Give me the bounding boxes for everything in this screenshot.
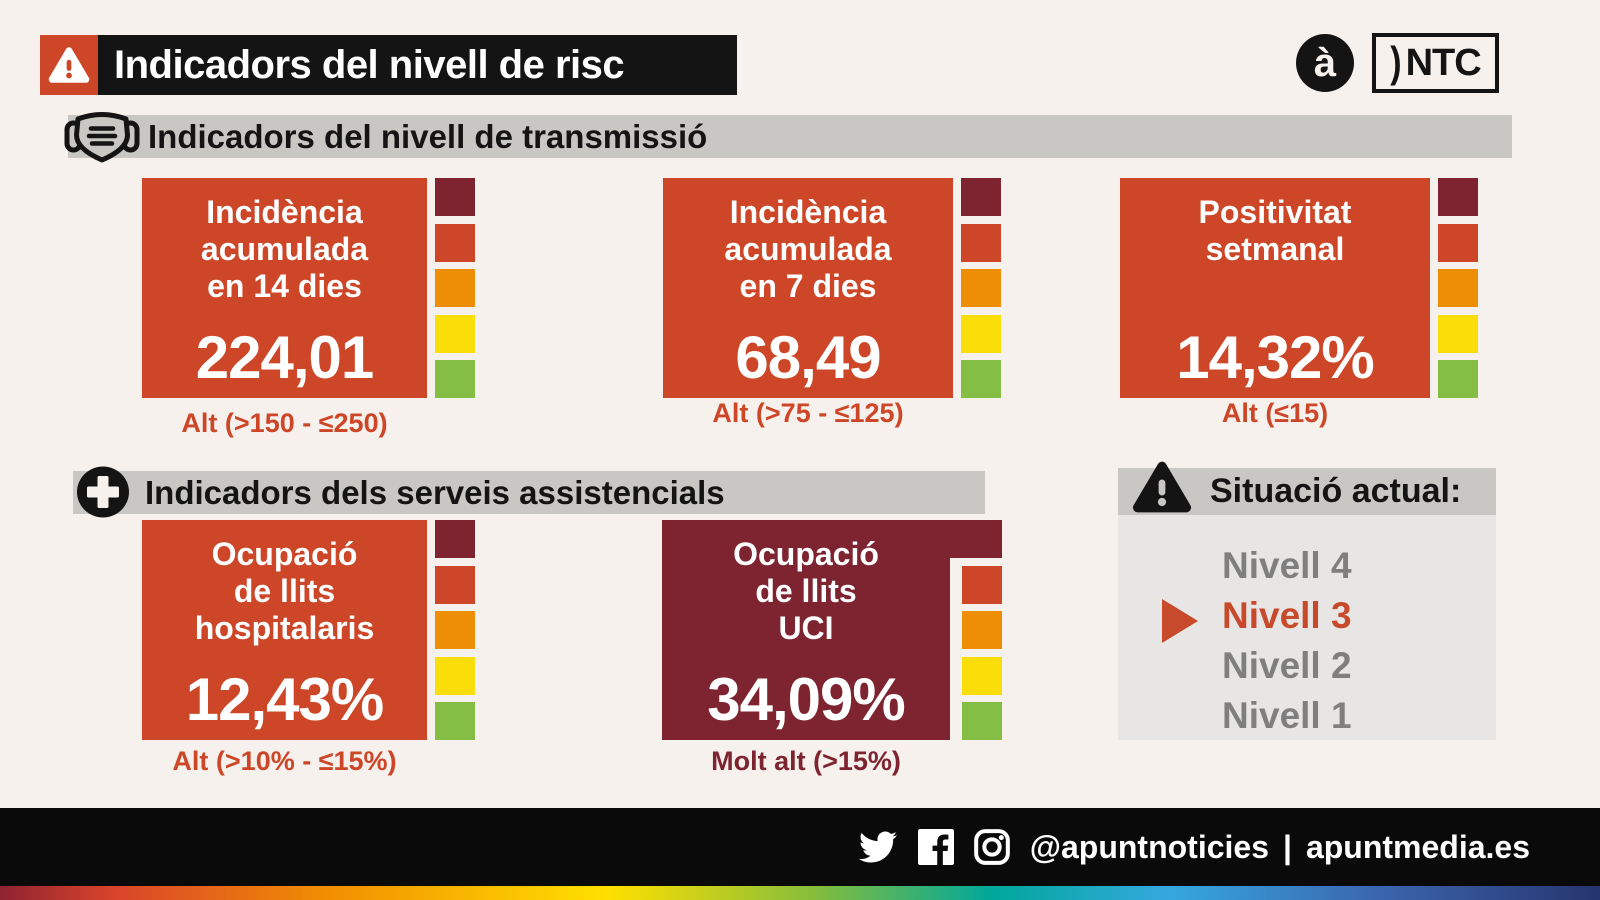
risk-scale-swatch: [435, 314, 475, 353]
risk-scale-swatch-current: [950, 520, 1002, 558]
indicator-range-label: Alt (>10% - ≤15%): [172, 746, 397, 776]
risk-scale-swatch: [435, 702, 475, 740]
ntc-bracket-icon: ): [1390, 38, 1401, 87]
indicator-range-label: Alt (>150 - ≤250): [181, 408, 388, 438]
indicator-range-label: Molt alt (>15%): [711, 746, 901, 776]
separator: |: [1282, 828, 1292, 865]
ntc-logo: ) NTC: [1372, 33, 1499, 93]
risk-scale-swatch: [961, 269, 1001, 307]
medical-cross-icon: [77, 466, 129, 518]
social-handle: @apuntnoticies: [1029, 828, 1269, 865]
indicator-title: Ocupació de llits UCI: [733, 536, 879, 646]
risk-scale-swatch: [435, 565, 475, 604]
indicator-range-label: Alt (>75 - ≤125): [712, 398, 904, 428]
indicator-card-llits-uci: Ocupació de llits UCI 34,09%: [662, 520, 950, 740]
indicator-card-incidencia-7: Incidència acumulada en 7 dies 68,49: [663, 178, 953, 398]
twitter-icon: [858, 831, 897, 863]
instagram-icon: [973, 829, 1010, 865]
page-title-bar: Indicadors del nivell de risc: [40, 35, 737, 95]
risk-scale-swatch: [1438, 178, 1478, 216]
risk-scale-swatch: [435, 611, 475, 649]
indicator-value: 224,01: [195, 324, 375, 391]
level-item-4: Nivell 4: [1222, 545, 1352, 586]
level-item-2: Nivell 2: [1222, 645, 1352, 686]
apunt-logo-icon: à: [1296, 34, 1354, 92]
level-item-1: Nivell 1: [1222, 695, 1352, 736]
indicator-card-positivitat: Positivitat setmanal 14,32%: [1120, 178, 1430, 398]
risk-scale-swatch: [961, 314, 1001, 353]
indicator-title: Incidència acumulada en 7 dies: [724, 194, 892, 304]
website-url: apuntmedia.es: [1305, 828, 1530, 865]
indicator-title: Positivitat setmanal: [1198, 194, 1352, 267]
indicator-title: Incidència acumulada en 14 dies: [200, 194, 369, 304]
indicator-value: 12,43%: [185, 666, 384, 733]
current-level-arrow-icon: [1162, 599, 1198, 643]
risk-scale-swatch: [962, 611, 1002, 649]
situation-panel: Situació actual: Nivell 4 Nivell 3 Nivel…: [1118, 461, 1496, 741]
indicator-value: 34,09%: [707, 666, 905, 733]
section-title-assistencials: Indicadors dels serveis assistencials: [145, 473, 725, 511]
risk-scale-swatch: [962, 565, 1002, 604]
risk-scale-swatch: [961, 178, 1001, 216]
risk-scale-swatch: [1438, 360, 1478, 398]
facebook-icon: [917, 829, 954, 865]
risk-scale-swatch: [435, 360, 475, 398]
indicator-title: Ocupació de llits hospitalaris: [194, 536, 375, 646]
risk-scale-swatch: [961, 223, 1001, 262]
risk-scale-swatch: [1438, 223, 1478, 262]
risk-scale: [961, 178, 1001, 398]
risk-scale-swatch: [1438, 269, 1478, 307]
warning-triangle-icon: [48, 47, 90, 83]
risk-level-list: Nivell 4 Nivell 3 Nivell 2 Nivell 1: [1118, 515, 1496, 741]
risk-scale-swatch: [435, 223, 475, 262]
footer-bar: à ) NTC @apuntnoticies | apuntmedia.es: [0, 808, 1600, 886]
indicator-card-incidencia-14: Incidència acumulada en 14 dies 224,01: [142, 178, 427, 398]
situation-title: Situació actual:: [1210, 472, 1462, 510]
indicator-card-llits-hospitalaris: Ocupació de llits hospitalaris 12,43%: [142, 520, 427, 740]
brand-logo-top: à ) NTC: [1296, 33, 1499, 93]
risk-scale-swatch: [1438, 314, 1478, 353]
face-mask-icon: [64, 112, 140, 163]
warning-badge: [40, 35, 98, 95]
indicator-value: 14,32%: [1176, 324, 1374, 391]
page-title: Indicadors del nivell de risc: [114, 42, 625, 87]
risk-scale-swatch: [435, 656, 475, 695]
indicator-value: 68,49: [735, 324, 881, 391]
risk-scale-swatch: [961, 360, 1001, 398]
section-bar-assistencials: Indicadors dels serveis assistencials: [73, 466, 985, 518]
rainbow-strip: [0, 886, 1600, 900]
risk-scale: [435, 178, 475, 398]
risk-scale-swatch: [435, 269, 475, 307]
risk-scale-swatch: [435, 178, 475, 216]
footer-social: @apuntnoticies | apuntmedia.es: [856, 808, 1530, 886]
risk-scale-swatch: [435, 520, 475, 558]
warning-triangle-icon: [1132, 461, 1192, 513]
indicator-range-label: Alt (≤15): [1221, 398, 1329, 428]
risk-scale: [435, 520, 475, 740]
situation-header: Situació actual:: [1118, 461, 1496, 515]
level-item-3-current: Nivell 3: [1162, 591, 1496, 643]
risk-scale: [1438, 178, 1478, 398]
section-title-transmissio: Indicadors del nivell de transmissió: [148, 117, 708, 155]
risk-scale-swatch: [962, 702, 1002, 740]
ntc-logo-text: NTC: [1405, 41, 1482, 84]
footer-handles: @apuntnoticies | apuntmedia.es: [1030, 829, 1530, 866]
section-bar-transmissio: Indicadors del nivell de transmissió: [64, 112, 1512, 163]
risk-scale: [950, 520, 1002, 740]
risk-scale-swatch: [962, 656, 1002, 695]
